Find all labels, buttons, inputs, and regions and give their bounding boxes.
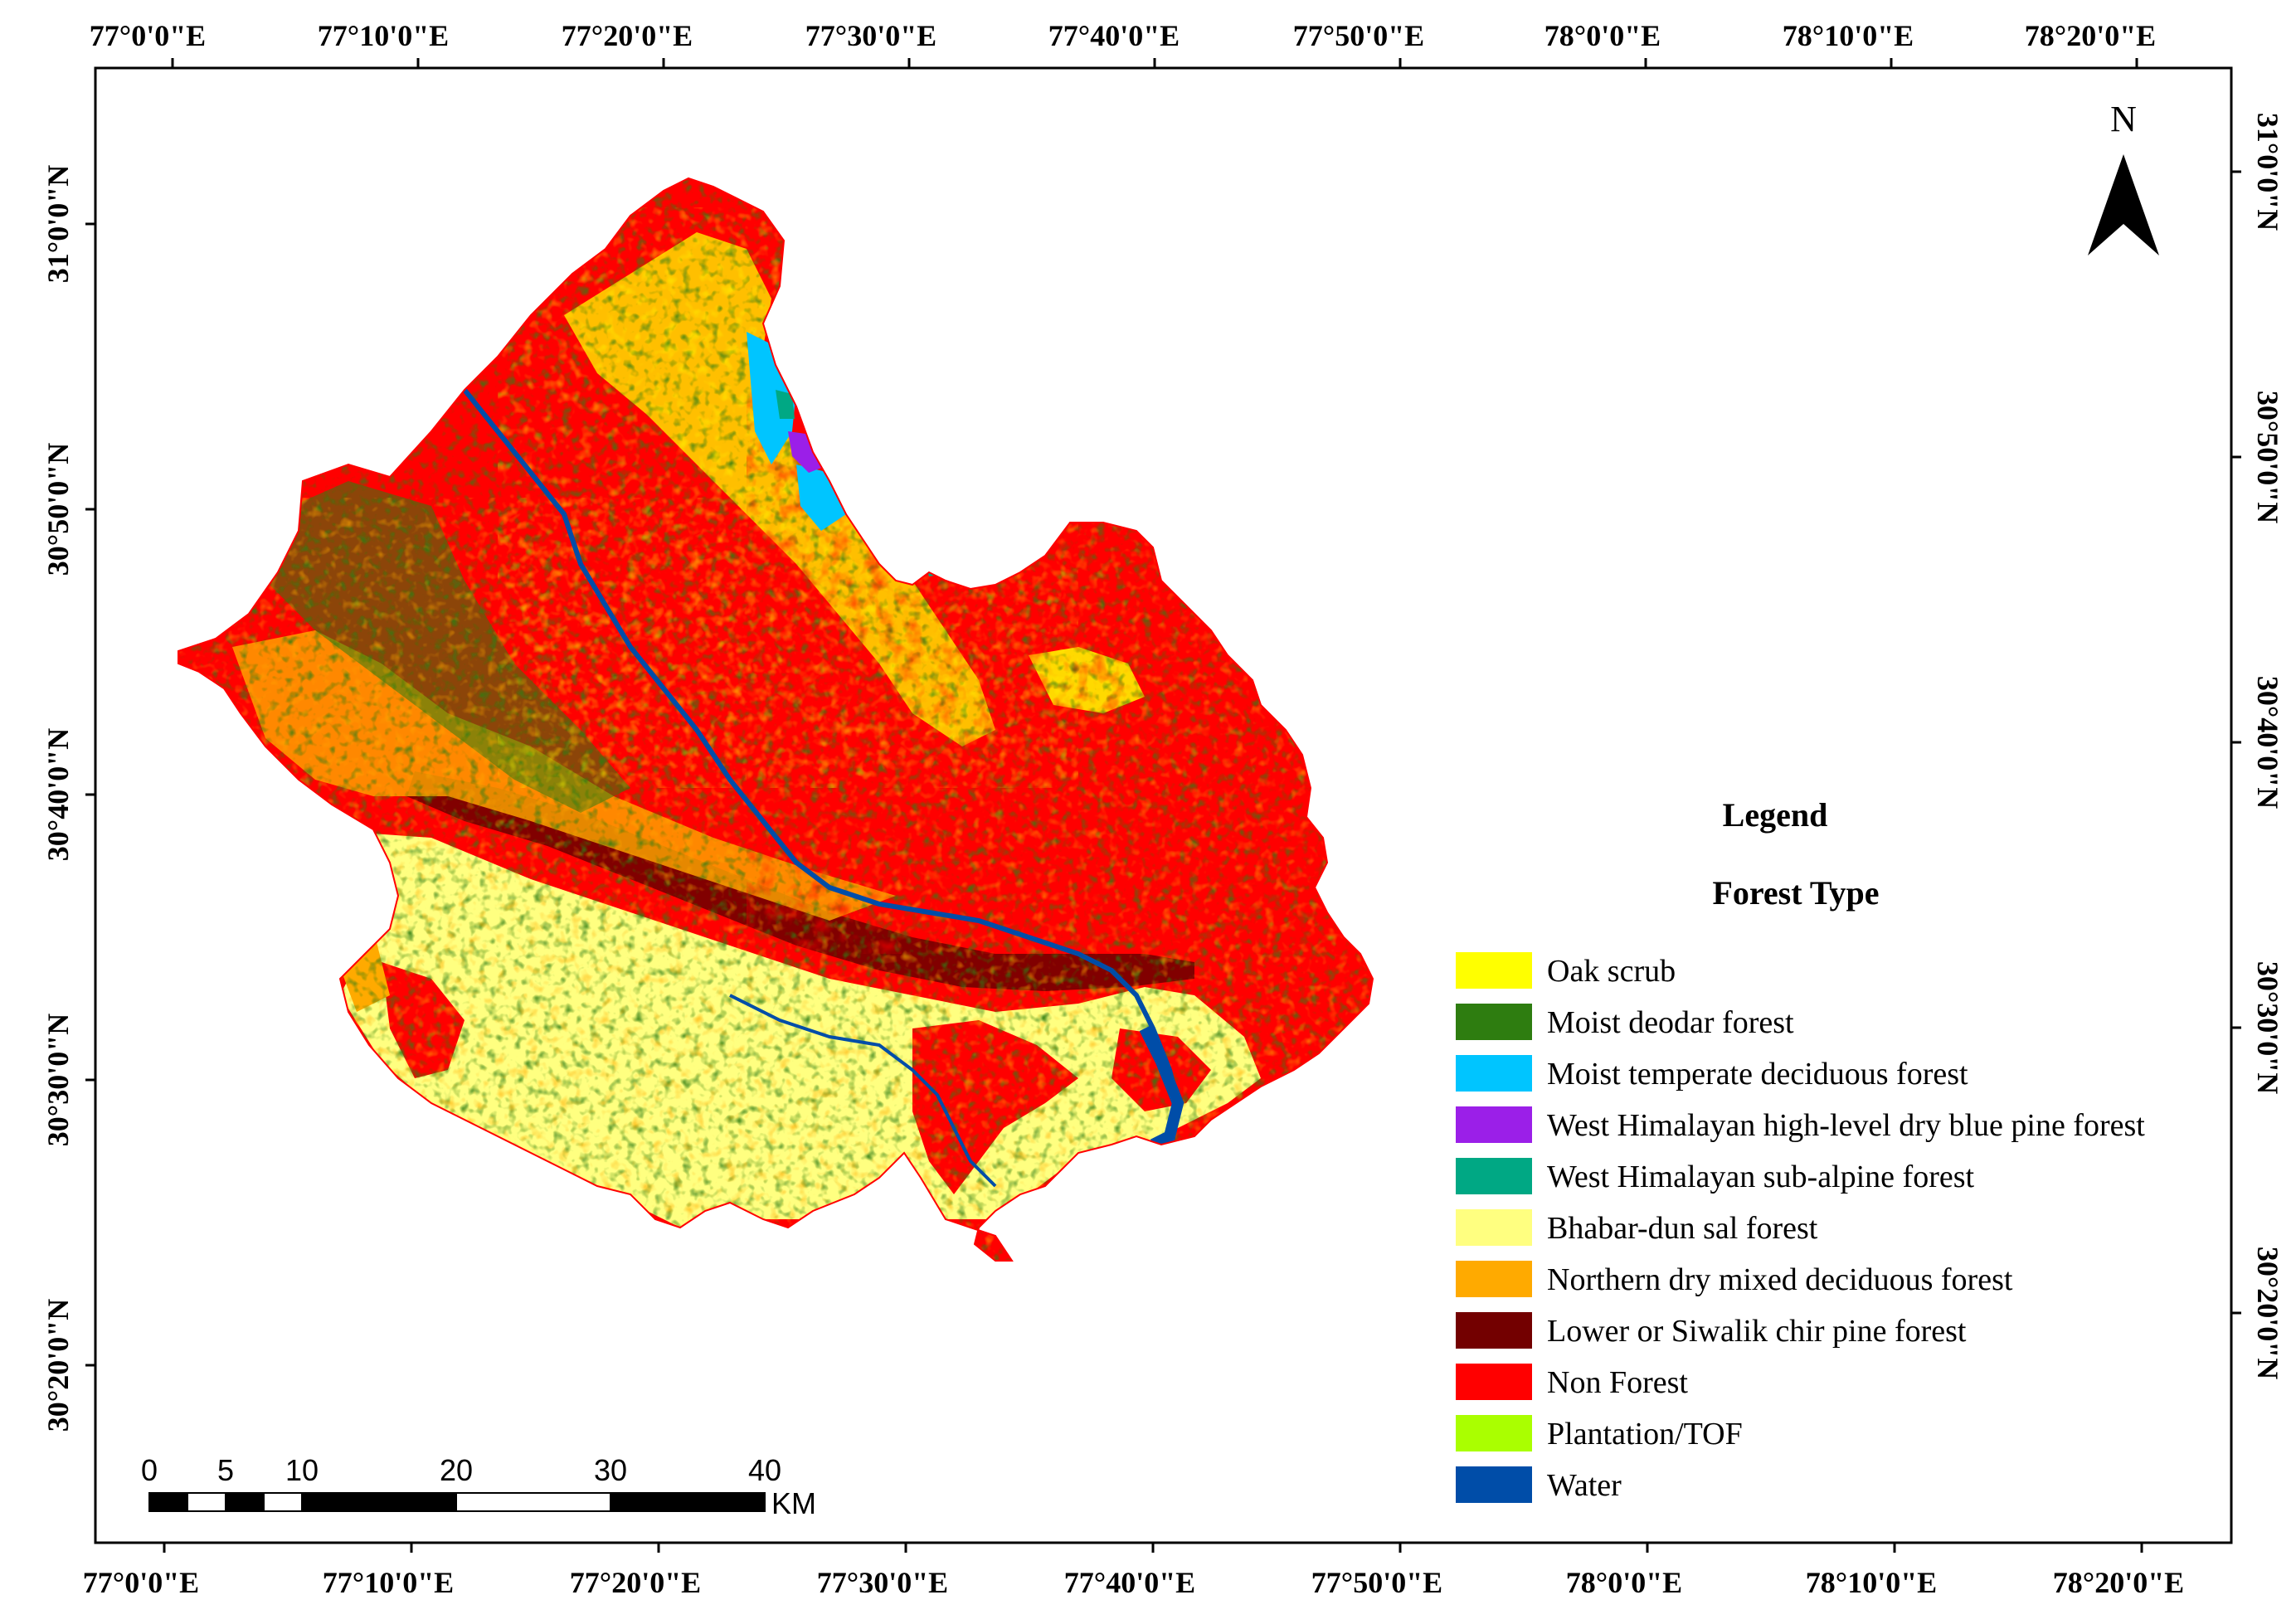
bottom-lon-label: 78°10'0"E [1806,1566,1937,1599]
scale-bar-segment [263,1492,303,1512]
scale-bar-label: 20 [440,1453,473,1487]
scale-bar-unit: KM [771,1486,816,1520]
legend-swatch [1456,1158,1532,1194]
legend-swatch [1456,1055,1532,1092]
left-lat-label: 31°0'0"N [41,165,75,283]
legend-swatch [1456,952,1532,989]
scale-bar-label: 0 [141,1453,158,1487]
legend: Legend Forest Type Oak scrub Moist deodar… [1456,796,2145,1503]
bottom-lon-label: 77°20'0"E [570,1566,701,1599]
legend-item-label: Oak scrub [1547,954,1676,989]
sub-alpine-zone [776,390,795,419]
north-arrow-label: N [2110,99,2137,139]
scale-bar-label: 40 [748,1453,781,1487]
scale-bar-segment [455,1492,611,1512]
bottom-lon-label: 77°10'0"E [323,1566,454,1599]
north-arrow-icon [2088,154,2159,255]
legend-swatch [1456,1466,1532,1503]
legend-swatch [1456,1004,1532,1040]
top-lon-label: 77°20'0"E [562,19,693,52]
bottom-lon-label: 77°50'0"E [1311,1566,1442,1599]
top-lon-label: 78°10'0"E [1783,19,1914,52]
bottom-lon-label: 78°0'0"E [1566,1566,1682,1599]
legend-item-label: Moist temperate deciduous forest [1547,1057,1968,1092]
scale-bar-segment [610,1492,766,1512]
left-lat-label: 30°50'0"N [41,443,75,576]
top-ticks [171,58,2138,68]
top-longitude-labels: 77°0'0"E 77°10'0"E 77°20'0"E 77°30'0"E 7… [90,19,2156,52]
legend-item-label: Non Forest [1547,1365,1688,1400]
right-lat-label: 30°30'0"N [2251,961,2284,1094]
river-water [729,994,997,1188]
right-lat-label: 30°40'0"N [2251,676,2284,809]
top-lon-label: 77°30'0"E [805,19,936,52]
bottom-lon-label: 78°20'0"E [2053,1566,2184,1599]
legend-swatch [1456,1106,1532,1143]
legend-title: Legend [1723,796,1828,834]
legend-swatch [1456,1415,1532,1451]
right-latitude-labels: 31°0'0"N 30°50'0"N 30°40'0"N 30°30'0"N 3… [2251,113,2284,1379]
right-lat-label: 31°0'0"N [2251,113,2284,231]
scale-bar-label: 5 [217,1453,234,1487]
legend-item-label: Water [1547,1468,1622,1503]
top-lon-label: 77°10'0"E [318,19,449,52]
legend-swatch [1456,1261,1532,1297]
legend-swatch [1456,1312,1532,1349]
legend-swatch [1456,1364,1532,1400]
legend-item-label: Plantation/TOF [1547,1417,1743,1451]
legend-item-label: Bhabar-dun sal forest [1547,1211,1818,1246]
scale-bar: 0 5 10 20 30 40 KM [141,1453,816,1520]
bottom-longitude-labels: 77°0'0"E 77°10'0"E 77°20'0"E 77°30'0"E 7… [83,1566,2184,1599]
scale-bar-segment [187,1492,226,1512]
top-lon-label: 77°50'0"E [1293,19,1424,52]
left-lat-label: 30°30'0"N [41,1014,75,1146]
top-lon-label: 78°0'0"E [1544,19,1661,52]
scale-bar-label: 10 [285,1453,319,1487]
right-ticks [2231,170,2241,1315]
left-lat-label: 30°40'0"N [41,728,75,861]
moist-temperate-deciduous-zone [796,464,846,531]
scale-bar-segment [301,1492,457,1512]
left-ticks [85,222,95,1367]
right-lat-label: 30°20'0"N [2251,1247,2284,1379]
left-latitude-labels: 31°0'0"N 30°50'0"N 30°40'0"N 30°30'0"N 3… [41,165,75,1432]
bottom-ticks [163,1543,2143,1553]
right-lat-label: 30°50'0"N [2251,391,2284,523]
legend-item-label: Northern dry mixed deciduous forest [1547,1262,2013,1297]
left-lat-label: 30°20'0"N [41,1299,75,1432]
scale-bar-segment [148,1492,188,1512]
top-lon-label: 77°40'0"E [1048,19,1180,52]
legend-items: Oak scrub Moist deodar forest Moist temper… [1456,952,2145,1503]
bottom-lon-label: 77°30'0"E [817,1566,948,1599]
legend-item-label: Lower or Siwalik chir pine forest [1547,1314,1967,1349]
bottom-lon-label: 77°0'0"E [83,1566,199,1599]
bottom-lon-label: 77°40'0"E [1064,1566,1195,1599]
top-lon-label: 78°20'0"E [2025,19,2156,52]
scale-bar-segment [225,1492,265,1512]
river-water [1139,1025,1184,1150]
top-lon-label: 77°0'0"E [90,19,206,52]
legend-item-label: West Himalayan high-level dry blue pine … [1547,1108,2145,1143]
north-arrow: N [2088,99,2159,255]
legend-item-label: Moist deodar forest [1547,1005,1794,1040]
legend-subtitle: Forest Type [1712,874,1879,912]
scale-bar-label: 30 [594,1453,627,1487]
river-water [462,388,1181,1129]
legend-item-label: West Himalayan sub-alpine forest [1547,1160,1975,1194]
legend-swatch [1456,1209,1532,1246]
